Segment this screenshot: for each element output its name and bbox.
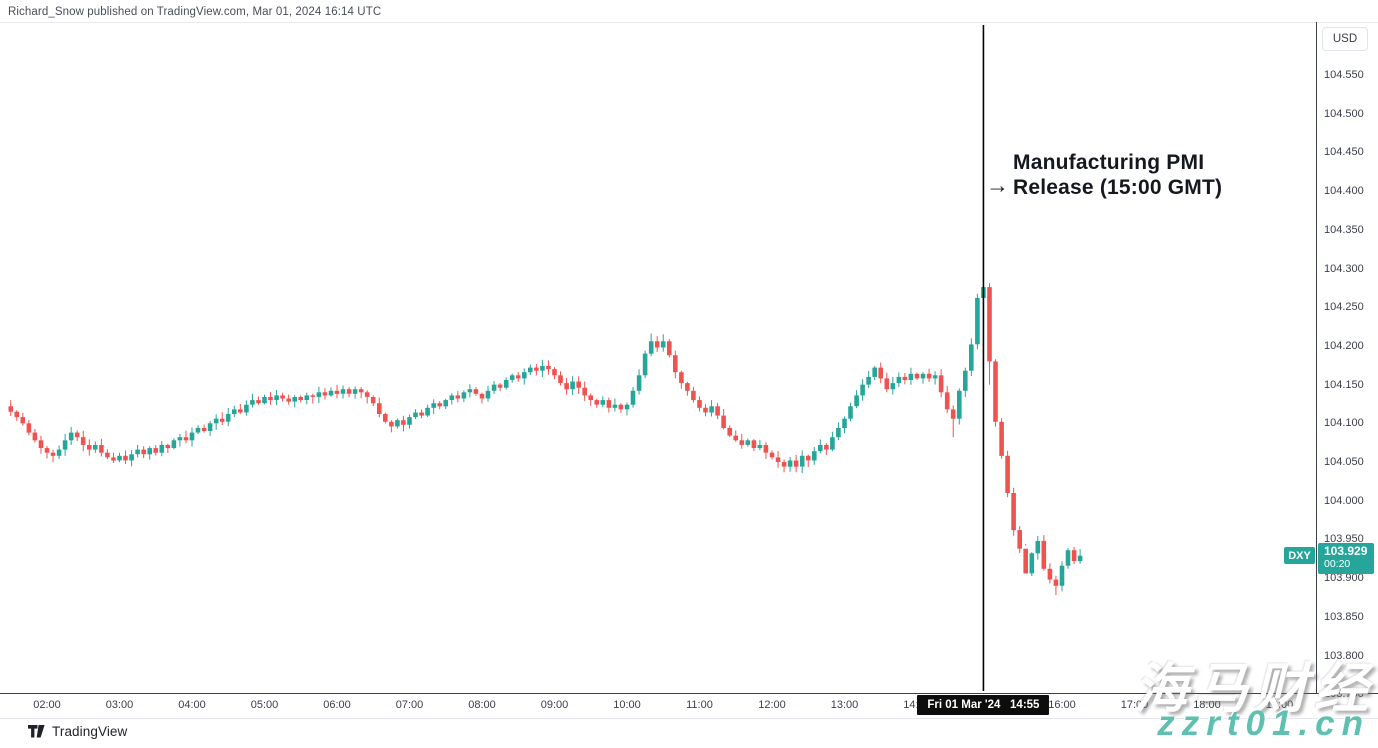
time-tick-label: 17:00: [1120, 699, 1149, 711]
price-tick-label: 104.250: [1324, 301, 1364, 314]
tradingview-logo-link[interactable]: TradingView: [28, 724, 127, 739]
time-tick-label: 12:00: [758, 699, 786, 711]
time-tick-label: 13:00: [830, 699, 859, 711]
bar-countdown: 00:20: [1324, 558, 1351, 570]
footer-divider: [0, 718, 1378, 719]
time-tick-label: 16:00: [1048, 699, 1076, 711]
annotation-line-1: Manufacturing PMI: [1013, 151, 1205, 174]
price-tick-label: 104.150: [1324, 378, 1364, 391]
price-tick-label: 103.750: [1324, 688, 1364, 701]
time-tick-label: 07:00: [395, 699, 424, 711]
time-tick-label: 08:00: [468, 699, 496, 711]
currency-usd-button[interactable]: USD: [1322, 27, 1368, 51]
time-axis-border: [0, 693, 1378, 694]
time-tick-label: 05:00: [250, 699, 279, 711]
time-tick-label: 06:00: [323, 699, 351, 711]
time-tick-label: 18:00: [1193, 699, 1221, 711]
price-tick-label: 103.800: [1324, 649, 1364, 662]
price-tick-label: 104.500: [1324, 107, 1364, 120]
price-tick-label: 103.900: [1324, 572, 1364, 585]
event-time-axis-label: Fri 01 Mar '24 14:55: [917, 695, 1050, 715]
time-tick-label: 09:00: [540, 699, 569, 711]
time-tick-label: 11:00: [686, 699, 713, 711]
price-tick-label: 104.400: [1324, 185, 1364, 198]
tradingview-logo-icon: [28, 725, 45, 738]
tradingview-logo-text: TradingView: [52, 724, 128, 739]
watermark-url-text: zzrt01.cn: [1157, 704, 1370, 743]
event-annotation-text: Manufacturing PMI Release (15:00 GMT): [1013, 150, 1222, 200]
price-tick-label: 103.950: [1324, 533, 1364, 546]
last-price-tag: 103.929 00:20: [1318, 543, 1374, 574]
price-axis-border: [1316, 22, 1317, 693]
time-tick-label: 19:00: [1265, 699, 1294, 711]
time-tick-label: 10:00: [613, 699, 641, 711]
annotation-arrow-icon: →: [986, 172, 1009, 198]
price-tick-label: 104.100: [1324, 417, 1364, 430]
attribution-text: Richard_Snow published on TradingView.co…: [8, 6, 382, 18]
price-tick-label: 104.200: [1324, 339, 1364, 352]
symbol-price-line-tag: DXY: [1284, 547, 1315, 564]
watermark-chinese-text: 海马财经: [1134, 659, 1374, 719]
top-divider: [0, 22, 1378, 23]
price-tick-label: 104.550: [1324, 69, 1364, 81]
time-tick-label: 04:00: [178, 699, 206, 711]
time-tick-label: 03:00: [105, 699, 134, 711]
price-tick-label: 104.450: [1324, 146, 1364, 159]
time-tick-label: 02:00: [33, 699, 61, 711]
price-tick-label: 104.000: [1324, 494, 1364, 507]
price-tick-label: 104.300: [1324, 262, 1364, 275]
annotation-line-2: Release (15:00 GMT): [1013, 176, 1223, 199]
last-price-value: 103.929: [1324, 544, 1368, 558]
price-tick-label: 104.050: [1324, 456, 1364, 468]
price-tick-label: 103.850: [1324, 610, 1364, 623]
candlestick-chart-pane[interactable]: [0, 22, 1316, 693]
price-tick-label: 104.350: [1324, 223, 1364, 236]
